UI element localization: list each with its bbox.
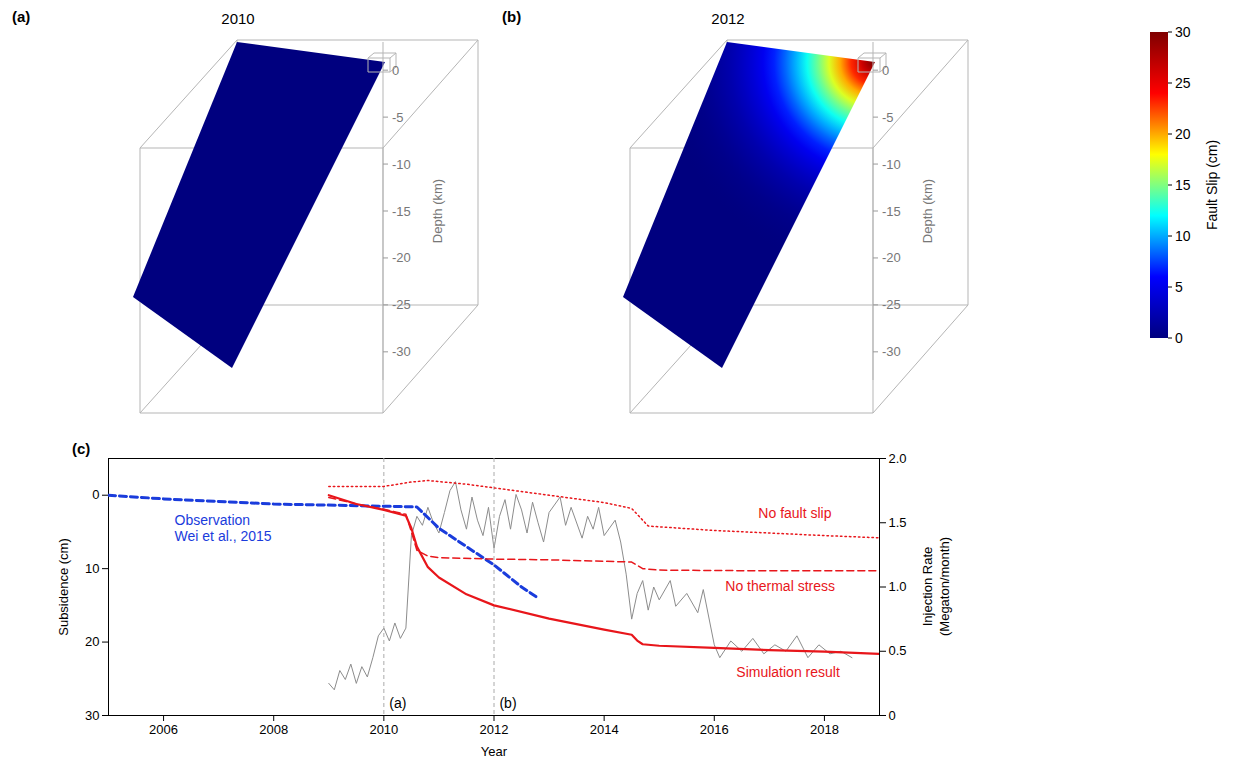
svg-text:2.0: 2.0 [889,451,907,466]
svg-text:30: 30 [1175,24,1191,40]
svg-text:0: 0 [889,708,896,723]
svg-text:2014: 2014 [590,722,619,737]
svg-text:2006: 2006 [149,722,178,737]
svg-text:No thermal stress: No thermal stress [725,578,835,594]
svg-text:-25: -25 [882,297,901,312]
svg-text:2012: 2012 [711,10,744,27]
svg-text:5: 5 [1175,279,1183,295]
svg-text:Depth (km): Depth (km) [920,179,935,243]
svg-text:0: 0 [92,487,99,502]
svg-text:-20: -20 [882,250,901,265]
svg-text:10: 10 [85,561,99,576]
svg-text:2010: 2010 [369,722,398,737]
svg-text:-30: -30 [392,344,411,359]
svg-text:(b): (b) [499,695,516,711]
svg-text:(b): (b) [502,8,521,25]
svg-text:-10: -10 [392,157,411,172]
svg-text:(c): (c) [72,440,90,457]
svg-text:-15: -15 [882,204,901,219]
svg-text:(Megaton/month): (Megaton/month) [937,537,952,636]
svg-text:25: 25 [1175,75,1191,91]
svg-text:-30: -30 [882,344,901,359]
svg-text:2018: 2018 [810,722,839,737]
svg-text:Year: Year [481,744,508,759]
svg-text:-15: -15 [392,204,411,219]
svg-text:20: 20 [85,634,99,649]
svg-text:0: 0 [882,63,889,78]
svg-text:0: 0 [392,63,399,78]
svg-text:ObservationWei et al., 2015: ObservationWei et al., 2015 [175,512,272,544]
svg-text:Depth (km): Depth (km) [430,179,445,243]
svg-text:2012: 2012 [480,722,509,737]
svg-text:(a): (a) [389,695,406,711]
svg-text:Fault Slip (cm): Fault Slip (cm) [1204,140,1220,230]
svg-text:-10: -10 [882,157,901,172]
svg-text:10: 10 [1175,228,1191,244]
svg-text:Simulation result: Simulation result [736,664,840,680]
svg-text:2010: 2010 [221,10,254,27]
svg-text:2008: 2008 [259,722,288,737]
svg-text:2016: 2016 [700,722,729,737]
svg-text:Subsidence (cm): Subsidence (cm) [56,538,71,636]
svg-text:1.0: 1.0 [889,579,907,594]
svg-text:30: 30 [85,708,99,723]
svg-text:(a): (a) [12,8,30,25]
svg-text:No fault slip: No fault slip [758,505,831,521]
svg-text:-20: -20 [392,250,411,265]
svg-text:-25: -25 [392,297,411,312]
svg-text:-5: -5 [392,110,404,125]
svg-text:0.5: 0.5 [889,643,907,658]
svg-text:20: 20 [1175,126,1191,142]
svg-text:15: 15 [1175,177,1191,193]
svg-text:1.5: 1.5 [889,515,907,530]
svg-text:-5: -5 [882,110,894,125]
svg-text:Injection Rate: Injection Rate [920,547,935,627]
svg-text:0: 0 [1175,330,1183,346]
